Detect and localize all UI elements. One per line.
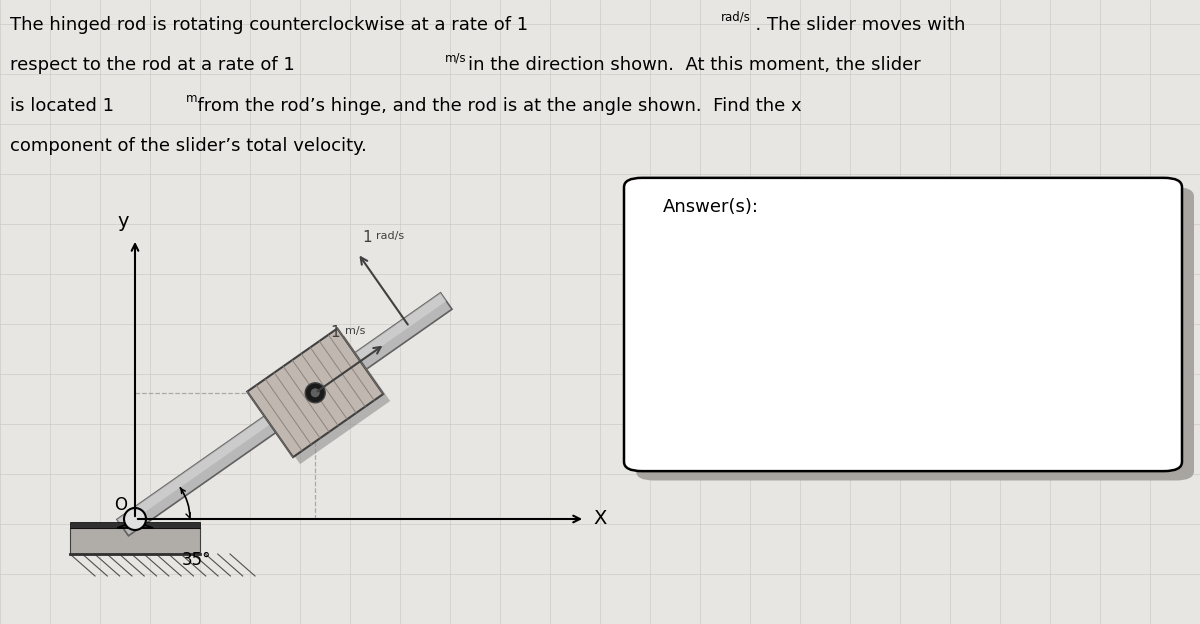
Polygon shape (247, 328, 383, 457)
Text: m: m (186, 92, 198, 105)
Text: from the rod’s hinge, and the rod is at the angle shown.  Find the x: from the rod’s hinge, and the rod is at … (186, 97, 802, 115)
Text: . The slider moves with: . The slider moves with (721, 16, 966, 34)
Text: respect to the rod at a rate of 1: respect to the rod at a rate of 1 (10, 56, 294, 74)
FancyBboxPatch shape (636, 187, 1194, 480)
Text: X: X (593, 510, 606, 529)
Text: Answer(s):: Answer(s): (662, 198, 758, 217)
Circle shape (124, 508, 146, 530)
Circle shape (305, 383, 325, 403)
Text: The hinged rod is rotating counterclockwise at a rate of 1: The hinged rod is rotating counterclockw… (10, 16, 528, 34)
Text: in the direction shown.  At this moment, the slider: in the direction shown. At this moment, … (445, 56, 920, 74)
Text: m/s: m/s (346, 326, 366, 336)
Bar (70, 522, 200, 528)
Circle shape (311, 388, 319, 397)
Text: O: O (114, 496, 127, 514)
Text: y: y (118, 212, 128, 231)
FancyBboxPatch shape (624, 178, 1182, 471)
Text: rad/s: rad/s (376, 231, 404, 241)
Polygon shape (116, 293, 446, 528)
Text: component of the slider’s total velocity.: component of the slider’s total velocity… (10, 137, 366, 155)
Text: 1: 1 (362, 230, 372, 245)
Bar (70, 528, 200, 554)
Polygon shape (254, 336, 390, 464)
Polygon shape (116, 293, 452, 536)
Text: rad/s: rad/s (721, 11, 751, 24)
Text: m/s: m/s (445, 51, 467, 64)
Text: is located 1: is located 1 (10, 97, 114, 115)
Text: 1: 1 (330, 326, 340, 341)
Text: 35°: 35° (181, 551, 211, 569)
